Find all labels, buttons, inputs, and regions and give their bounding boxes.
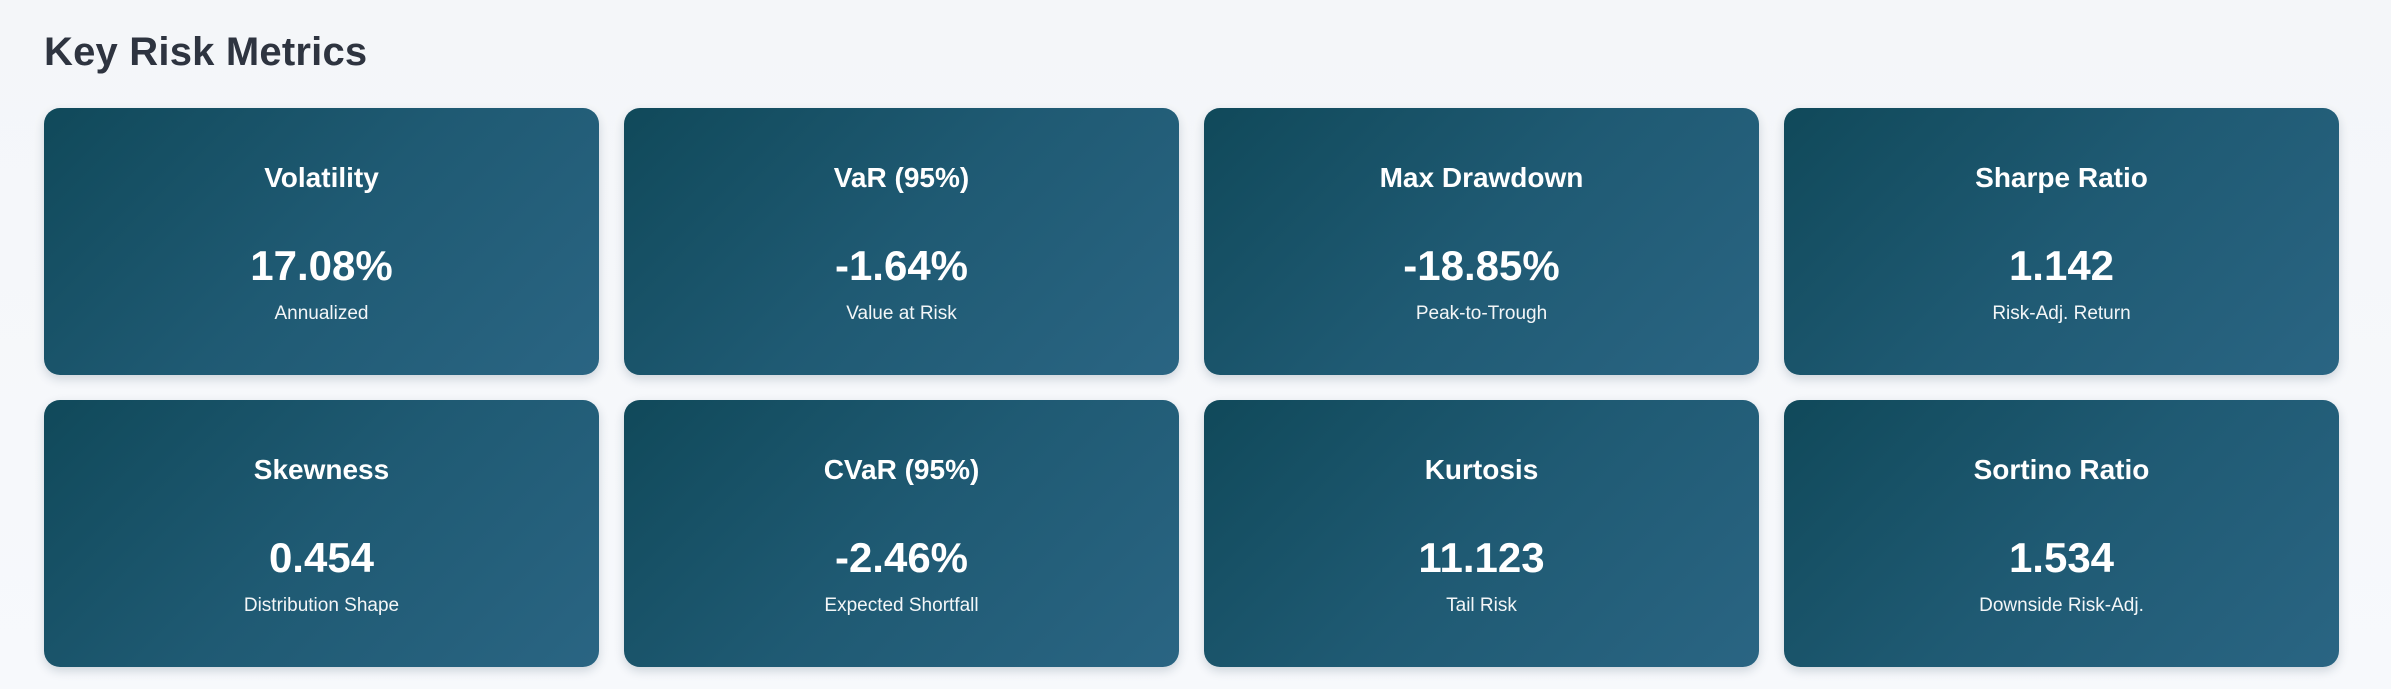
section-title: Key Risk Metrics [44, 30, 368, 74]
metric-title: Sortino Ratio [1973, 454, 2150, 485]
metric-value: 1.534 [2008, 534, 2115, 581]
metric-subtitle: Distribution Shape [243, 595, 400, 616]
metric-subtitle: Expected Shortfall [824, 595, 979, 616]
metric-title: CVaR (95%) [823, 454, 980, 485]
metric-value: 1.142 [2008, 242, 2115, 289]
metric-card-sortino-ratio: Sortino Ratio 1.534 Downside Risk-Adj. [1784, 400, 2339, 667]
metric-card-var: VaR (95%) -1.64% Value at Risk [624, 108, 1179, 375]
metric-card-cvar: CVaR (95%) -2.46% Expected Shortfall [624, 400, 1179, 667]
metric-card-volatility: Volatility 17.08% Annualized [44, 108, 599, 375]
metric-title: Max Drawdown [1379, 162, 1584, 193]
metric-card-max-drawdown: Max Drawdown -18.85% Peak-to-Trough [1204, 108, 1759, 375]
metric-title: Kurtosis [1424, 454, 1539, 485]
metric-value: -1.64% [834, 242, 969, 289]
metric-title: Skewness [253, 454, 390, 485]
metric-title: VaR (95%) [833, 162, 970, 193]
metric-card-skewness: Skewness 0.454 Distribution Shape [44, 400, 599, 667]
metric-title: Volatility [264, 162, 379, 193]
metric-value: 11.123 [1418, 534, 1545, 581]
metric-card-kurtosis: Kurtosis 11.123 Tail Risk [1204, 400, 1759, 667]
metric-subtitle: Value at Risk [846, 303, 957, 324]
metric-card-sharpe-ratio: Sharpe Ratio 1.142 Risk-Adj. Return [1784, 108, 2339, 375]
metric-subtitle: Annualized [274, 303, 369, 324]
metric-title: Sharpe Ratio [1975, 162, 2148, 193]
metric-value: -18.85% [1403, 242, 1560, 289]
metric-subtitle: Tail Risk [1446, 595, 1517, 616]
risk-metrics-grid: Volatility 17.08% Annualized VaR (95%) -… [44, 108, 2339, 667]
metric-value: -2.46% [834, 534, 969, 581]
metric-subtitle: Risk-Adj. Return [1992, 303, 2131, 324]
metric-subtitle: Downside Risk-Adj. [1979, 595, 2144, 616]
metric-value: 0.454 [268, 534, 375, 581]
metric-subtitle: Peak-to-Trough [1415, 303, 1548, 324]
metric-value: 17.08% [250, 242, 393, 289]
